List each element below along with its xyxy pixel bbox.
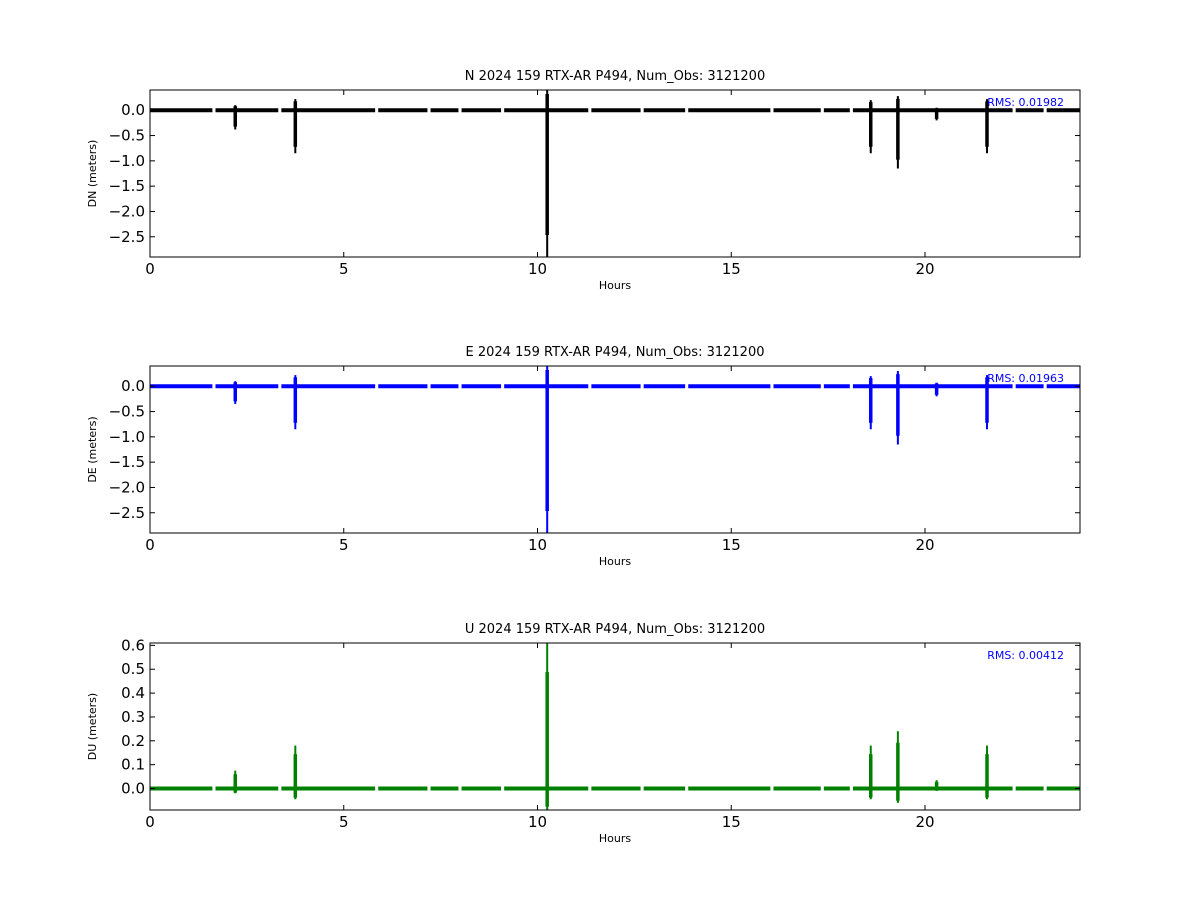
x-tick-label: 15 <box>722 536 741 554</box>
y-tick-label: 0.0 <box>121 780 145 798</box>
y-tick-label: −2.5 <box>109 504 145 522</box>
y-tick-label: 0.1 <box>121 756 145 774</box>
y-tick-label: −1.5 <box>109 177 145 195</box>
rms-annotation: RMS: 0.01982 <box>987 96 1064 109</box>
y-tick-label: −2.5 <box>109 228 145 246</box>
subplot-title: U 2024 159 RTX-AR P494, Num_Obs: 3121200 <box>465 622 765 637</box>
series <box>150 366 1080 533</box>
subplot-up: U 2024 159 RTX-AR P494, Num_Obs: 3121200… <box>86 622 1081 845</box>
x-tick-label: 10 <box>528 260 547 278</box>
axes-frame <box>149 89 1081 258</box>
x-tick-label: 5 <box>339 813 349 831</box>
y-tick-label: −2.0 <box>109 202 145 220</box>
x-axis-label: Hours <box>599 555 631 568</box>
y-tick-label: −1.0 <box>109 428 145 446</box>
y-tick-label: 0.0 <box>121 377 145 395</box>
y-tick-label: −1.0 <box>109 152 145 170</box>
subplot-title: N 2024 159 RTX-AR P494, Num_Obs: 3121200 <box>465 69 765 84</box>
y-tick-label: 0.4 <box>121 684 145 702</box>
y-tick-label: −1.5 <box>109 453 145 471</box>
x-tick-label: 0 <box>145 260 155 278</box>
x-tick-label: 15 <box>722 260 741 278</box>
x-tick-label: 0 <box>145 536 155 554</box>
y-tick-label: −0.5 <box>109 127 145 145</box>
x-tick-label: 0 <box>145 813 155 831</box>
y-tick-label: 0.2 <box>121 732 145 750</box>
x-axis-label: Hours <box>599 279 631 292</box>
x-tick-label: 10 <box>528 536 547 554</box>
series <box>150 90 1080 257</box>
rms-annotation: RMS: 0.01963 <box>987 372 1064 385</box>
y-tick-label: 0.3 <box>121 708 145 726</box>
y-axis-label: DN (meters) <box>86 140 99 208</box>
y-tick-label: −0.5 <box>109 403 145 421</box>
x-tick-label: 5 <box>339 536 349 554</box>
x-tick-label: 10 <box>528 813 547 831</box>
y-tick-label: 0.0 <box>121 101 145 119</box>
y-tick-label: 0.6 <box>121 636 145 654</box>
rms-annotation: RMS: 0.00412 <box>987 649 1064 662</box>
axes-frame <box>149 365 1081 534</box>
subplot-title: E 2024 159 RTX-AR P494, Num_Obs: 3121200 <box>466 345 765 360</box>
x-tick-label: 15 <box>722 813 741 831</box>
y-axis-label: DE (meters) <box>86 416 99 482</box>
y-tick-label: −2.0 <box>109 478 145 496</box>
subplot-east: E 2024 159 RTX-AR P494, Num_Obs: 3121200… <box>86 345 1081 568</box>
x-tick-label: 5 <box>339 260 349 278</box>
x-tick-label: 20 <box>915 536 934 554</box>
x-axis-label: Hours <box>599 832 631 845</box>
series <box>150 643 1080 810</box>
subplot-north: N 2024 159 RTX-AR P494, Num_Obs: 3121200… <box>86 69 1081 292</box>
axes-frame <box>149 642 1081 811</box>
x-tick-label: 20 <box>915 260 934 278</box>
y-tick-label: 0.5 <box>121 660 145 678</box>
y-axis-label: DU (meters) <box>86 693 99 760</box>
x-tick-label: 20 <box>915 813 934 831</box>
